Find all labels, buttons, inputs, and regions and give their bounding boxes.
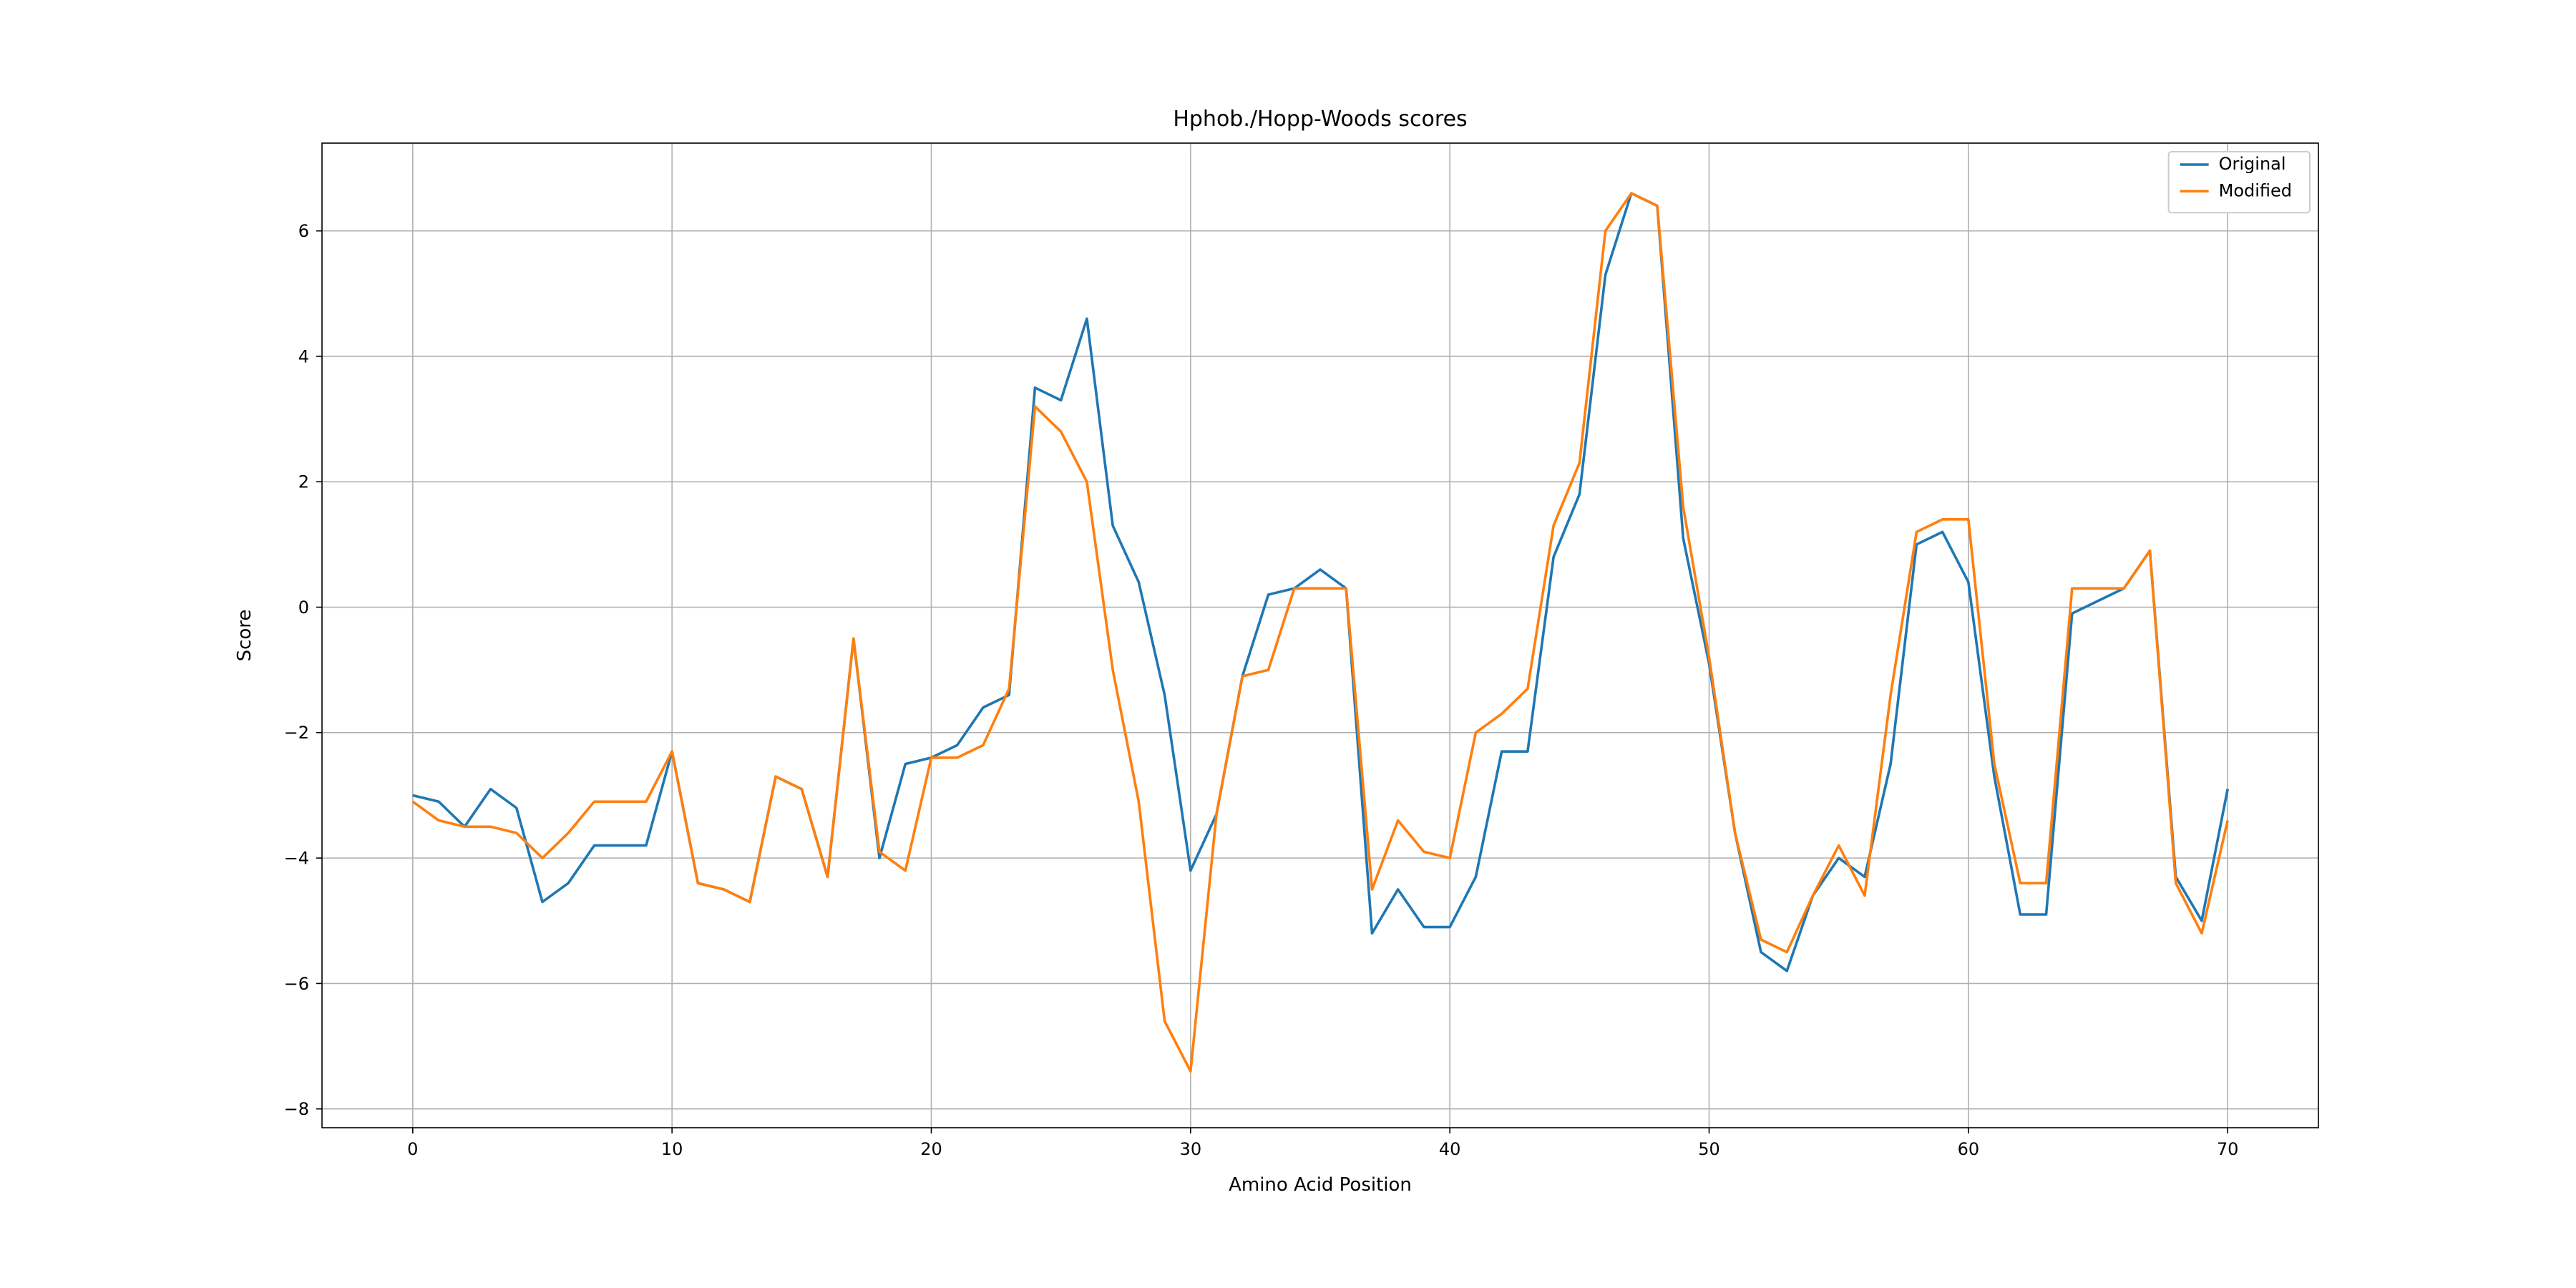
x-tick-label: 10	[661, 1139, 683, 1159]
chart-title: Hphob./Hopp-Woods scores	[1173, 107, 1467, 132]
x-tick-label: 50	[1698, 1139, 1720, 1159]
y-tick-label: −4	[284, 849, 309, 869]
x-tick-label: 60	[1958, 1139, 1980, 1159]
x-axis-label: Amino Acid Position	[1229, 1174, 1412, 1196]
y-tick-label: −6	[284, 974, 309, 994]
y-tick-label: −2	[284, 723, 309, 743]
y-tick-label: 6	[298, 221, 309, 241]
chart-container: 0 10 20 30 40 50 60 70 −8 −6 −4 −2 0 2 4 6 Amino Acid Po…	[0, 0, 2576, 1288]
x-tick-label: 20	[920, 1139, 942, 1159]
y-axis-label: Score	[234, 610, 255, 662]
chart-svg: 0 10 20 30 40 50 60 70 −8 −6 −4 −2 0 2 4 6 Amino Acid Po…	[0, 0, 2576, 1288]
y-tick-label: 4	[298, 346, 309, 366]
y-tick-label: −8	[284, 1099, 309, 1119]
y-tick-label: 0	[298, 597, 309, 618]
legend: Original Modified	[2169, 152, 2310, 213]
x-tick-label: 30	[1180, 1139, 1202, 1159]
x-tick-label: 40	[1439, 1139, 1461, 1159]
legend-label: Modified	[2219, 180, 2292, 200]
legend-label: Original	[2219, 154, 2286, 174]
x-tick-label: 70	[2217, 1139, 2239, 1159]
x-tick-label: 0	[407, 1139, 418, 1159]
y-tick-label: 2	[298, 472, 309, 492]
plot-background	[322, 143, 2318, 1128]
